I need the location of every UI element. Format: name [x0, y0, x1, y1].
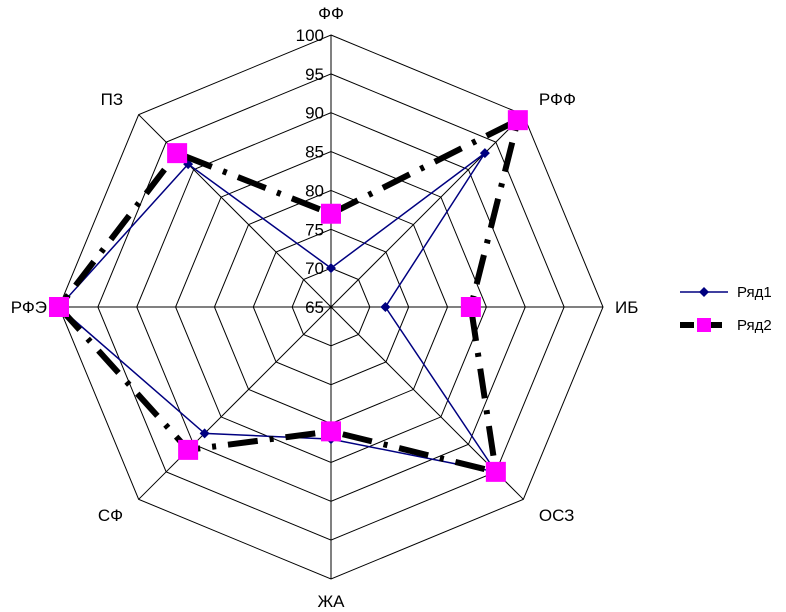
series-line-1 — [57, 152, 498, 473]
tick-label-90: 90 — [305, 104, 324, 123]
category-label-4: ЖА — [317, 592, 345, 611]
series-2-point-4 — [321, 421, 341, 442]
tick-label-100: 100 — [296, 26, 324, 45]
series-2-point-6 — [49, 297, 69, 317]
category-label-2: ИБ — [615, 298, 638, 317]
category-labels: ФФ РФФ ИБ ОСЗ ЖА СФ РФЭ ПЗ — [11, 4, 639, 611]
legend-marker-series-1 — [699, 287, 709, 297]
legend-marker-series-2 — [697, 318, 711, 332]
legend: Ряд1 Ряд2 — [680, 284, 772, 334]
tick-label-80: 80 — [305, 181, 324, 200]
category-label-7: ПЗ — [101, 90, 124, 109]
series-2-point-7 — [167, 143, 188, 164]
series-1-point-2 — [380, 302, 391, 312]
spoke-5 — [138, 306, 332, 500]
series-line-2 — [55, 114, 523, 476]
radial-tick-labels: 65 70 75 80 85 90 95 100 — [296, 26, 324, 317]
category-label-3: ОСЗ — [539, 506, 575, 525]
category-label-5: СФ — [98, 506, 123, 525]
radar-grid — [58, 34, 604, 580]
category-label-0: ФФ — [318, 4, 344, 23]
category-label-6: РФЭ — [11, 298, 47, 317]
spoke-1 — [330, 114, 524, 308]
tick-label-95: 95 — [305, 65, 324, 84]
series-2-point-5 — [178, 439, 199, 460]
series-1-point-5 — [199, 428, 210, 439]
legend-item-series-2: Ряд2 — [680, 317, 772, 334]
series-2-point-3 — [485, 461, 506, 482]
series-layer — [49, 110, 528, 482]
tick-label-85: 85 — [305, 143, 324, 162]
legend-label-series-2: Ряд2 — [737, 317, 772, 334]
tick-label-65: 65 — [305, 298, 324, 317]
series-2-point-0 — [321, 203, 341, 224]
legend-item-series-1: Ряд1 — [680, 284, 772, 301]
series-1-point-1 — [479, 148, 490, 159]
tick-label-75: 75 — [305, 220, 324, 239]
series-2-point-1 — [507, 110, 528, 131]
series-2-point-2 — [460, 297, 481, 317]
tick-label-70: 70 — [305, 259, 324, 278]
series-1-point-0 — [326, 263, 336, 274]
legend-label-series-1: Ряд1 — [737, 284, 772, 301]
category-label-1: РФФ — [539, 90, 576, 109]
